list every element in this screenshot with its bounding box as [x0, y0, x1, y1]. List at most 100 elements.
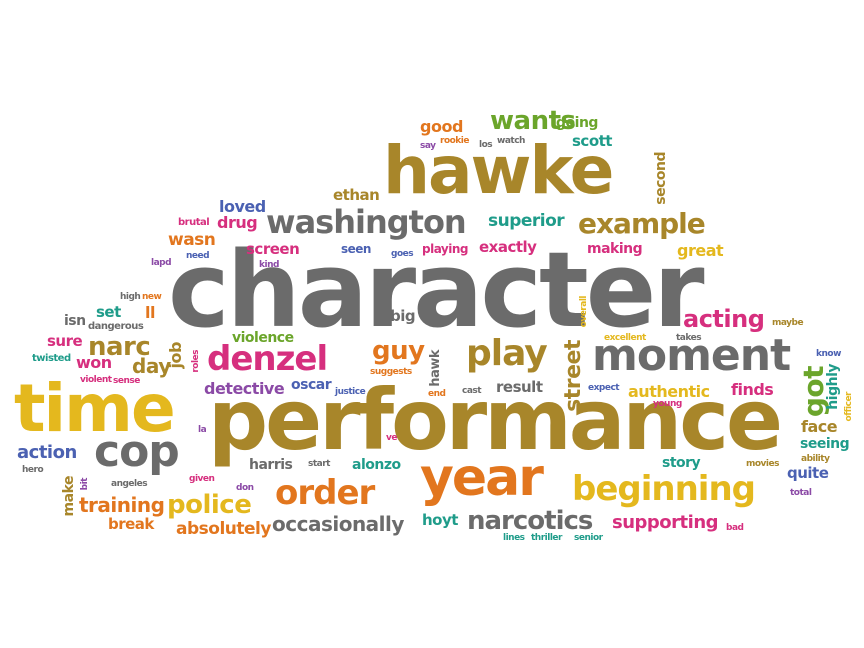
word-know: know: [816, 349, 841, 359]
word-suggests: suggests: [370, 367, 412, 377]
word-ve: ve: [386, 433, 397, 443]
word-quite: quite: [787, 464, 829, 482]
word-denzel: denzel: [207, 339, 328, 379]
word-washington: washington: [266, 203, 467, 241]
word-cast: cast: [462, 386, 482, 396]
word-violence: violence: [232, 330, 294, 346]
word-narc: narc: [88, 332, 151, 362]
word-goes: goes: [391, 249, 414, 259]
word-superior: superior: [488, 211, 565, 231]
word-great: great: [677, 241, 724, 260]
word-expect: expect: [588, 383, 620, 393]
word-roles: roles: [191, 350, 201, 373]
word-finds: finds: [731, 380, 774, 399]
word-break: break: [108, 515, 154, 533]
word-authentic: authentic: [628, 382, 710, 401]
word-alonzo: alonzo: [352, 457, 401, 473]
word-police: police: [167, 490, 252, 520]
word-result: result: [496, 378, 543, 396]
word-action: action: [17, 442, 77, 463]
word-good: good: [420, 117, 463, 136]
word-example: example: [578, 207, 706, 240]
word-loved: loved: [219, 197, 266, 216]
word-la: la: [198, 425, 207, 435]
word-oscar: oscar: [291, 377, 332, 393]
word-cop: cop: [94, 426, 180, 477]
word-bad: bad: [726, 523, 744, 533]
word-overall: overall: [579, 296, 589, 328]
word-ability: ability: [801, 454, 830, 464]
word-won: won: [76, 353, 112, 372]
word-dangerous: dangerous: [88, 321, 144, 332]
word-justice: justice: [335, 387, 366, 397]
word-angeles: angeles: [111, 479, 148, 489]
word-second: second: [653, 152, 669, 205]
word-hawk: hawk: [428, 350, 443, 387]
word-narcotics: narcotics: [467, 506, 593, 536]
word-end: end: [428, 389, 446, 399]
word-don: don: [236, 483, 254, 493]
word-say: say: [420, 141, 436, 151]
word-training: training: [79, 493, 165, 517]
word-harris: harris: [249, 457, 293, 473]
word-watch: watch: [497, 136, 525, 146]
word-ll: ll: [145, 303, 155, 322]
word-movies: movies: [746, 459, 779, 469]
word-acting: acting: [683, 305, 765, 333]
word-wants: wants: [490, 106, 576, 136]
word-got: got: [797, 366, 830, 418]
word-kind: kind: [259, 260, 279, 270]
word-need: need: [186, 251, 210, 261]
word-play: play: [466, 333, 548, 374]
word-given: given: [189, 474, 215, 484]
word-wasn: wasn: [168, 230, 216, 250]
word-drug: drug: [217, 213, 258, 232]
word-takes: takes: [676, 333, 702, 343]
word-young: young: [653, 399, 682, 409]
word-ethan: ethan: [333, 186, 380, 204]
word-going: going: [556, 115, 598, 131]
word-guy: guy: [372, 336, 425, 366]
word-occasionally: occasionally: [272, 512, 404, 536]
word-new: new: [142, 292, 162, 302]
word-bit: bit: [80, 478, 90, 491]
word-sure: sure: [47, 332, 83, 350]
word-making: making: [587, 241, 643, 257]
word-thriller: thriller: [531, 533, 562, 543]
word-violent: violent: [80, 375, 112, 385]
word-hero: hero: [22, 465, 44, 475]
word-playing: playing: [422, 242, 469, 256]
word-los: los: [479, 140, 493, 150]
word-hawke: hawke: [383, 132, 614, 209]
word-moment: moment: [592, 330, 791, 381]
word-start: start: [308, 459, 330, 469]
word-screen: screen: [246, 240, 300, 258]
word-year: year: [420, 448, 544, 508]
word-performance: performance: [208, 371, 783, 469]
word-character: character: [168, 229, 705, 351]
word-story: story: [662, 455, 701, 471]
word-make: make: [61, 476, 77, 517]
word-total: total: [790, 488, 812, 498]
word-maybe: maybe: [772, 318, 804, 328]
word-absolutely: absolutely: [176, 519, 271, 539]
word-rookie: rookie: [440, 136, 469, 146]
word-twisted: twisted: [32, 353, 71, 364]
word-lapd: lapd: [151, 258, 172, 268]
word-scott: scott: [572, 132, 612, 150]
word-order: order: [275, 473, 375, 513]
word-sense: sense: [113, 376, 140, 386]
word-big: big: [390, 307, 416, 325]
word-lines: lines: [503, 533, 525, 543]
word-face: face: [801, 417, 838, 436]
word-day: day: [132, 354, 171, 378]
word-seeing: seeing: [800, 436, 850, 452]
word-supporting: supporting: [612, 512, 719, 533]
word-hoyt: hoyt: [422, 511, 458, 529]
word-highly: highly: [825, 364, 841, 410]
word-seen: seen: [341, 242, 371, 256]
word-isn: isn: [64, 313, 86, 329]
word-excellent: excellent: [604, 333, 646, 343]
word-senior: senior: [574, 533, 603, 543]
